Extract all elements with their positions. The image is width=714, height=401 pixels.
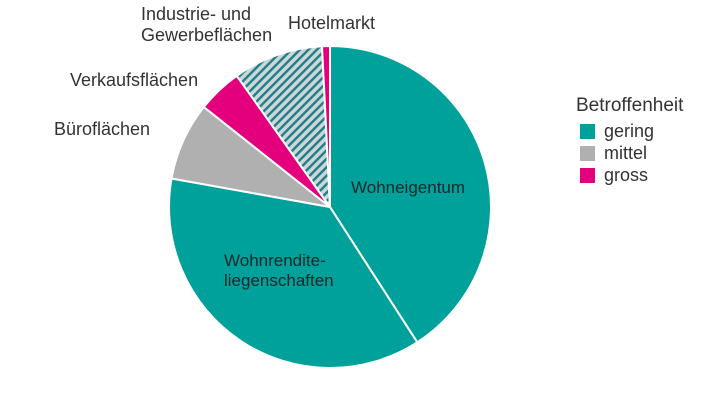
svg-text:gross: gross bbox=[604, 165, 648, 185]
svg-text:gering: gering bbox=[604, 121, 654, 141]
svg-text:mittel: mittel bbox=[604, 143, 647, 163]
svg-text:Betroffenheit: Betroffenheit bbox=[576, 95, 684, 116]
